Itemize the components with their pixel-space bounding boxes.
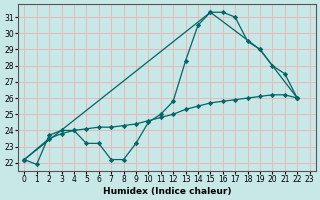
X-axis label: Humidex (Indice chaleur): Humidex (Indice chaleur) [103, 187, 231, 196]
